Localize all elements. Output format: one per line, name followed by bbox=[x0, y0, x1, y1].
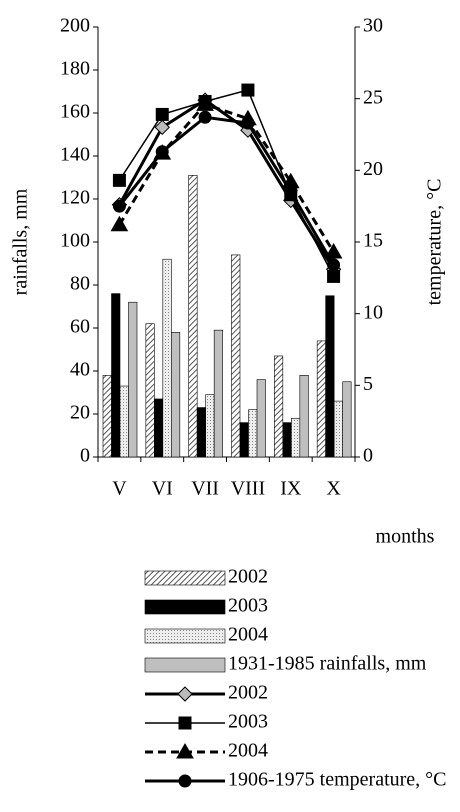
legend-marker bbox=[176, 742, 194, 759]
legend-marker bbox=[177, 686, 193, 702]
bar bbox=[316, 340, 326, 458]
bar bbox=[205, 394, 215, 458]
y-tick-label: 120 bbox=[60, 187, 90, 209]
legend-label: 2002 bbox=[228, 566, 268, 588]
line-marker bbox=[112, 173, 126, 187]
legend-swatch bbox=[144, 599, 226, 615]
line-marker bbox=[324, 243, 343, 259]
bar bbox=[154, 398, 164, 458]
line-marker bbox=[284, 185, 298, 199]
y2-tick-label: 30 bbox=[363, 15, 383, 37]
legend-label: 2002 bbox=[228, 682, 268, 704]
x-tick-label: VIII bbox=[231, 478, 265, 500]
line-marker bbox=[241, 83, 255, 97]
bar bbox=[128, 301, 138, 458]
line-marker bbox=[154, 119, 170, 136]
bar bbox=[231, 254, 241, 458]
y2-tick-label: 10 bbox=[363, 301, 383, 323]
legend-swatch bbox=[144, 657, 226, 673]
legend-label: 2004 bbox=[228, 740, 268, 762]
bar bbox=[299, 374, 309, 458]
bar bbox=[256, 379, 266, 458]
bar bbox=[333, 400, 343, 458]
x-tick-label: VI bbox=[152, 478, 173, 500]
legend-label: 2003 bbox=[228, 595, 268, 617]
y-tick-label: 100 bbox=[60, 230, 90, 252]
line-marker bbox=[112, 199, 126, 213]
bar bbox=[162, 258, 172, 458]
y-tick-label: 40 bbox=[70, 359, 90, 381]
legend-label: 2004 bbox=[228, 624, 268, 646]
y-tick-label: 20 bbox=[70, 402, 90, 424]
line bbox=[118, 102, 335, 253]
y-tick-label: 0 bbox=[80, 445, 90, 467]
y2-tick-label: 15 bbox=[363, 230, 383, 252]
y2-tick-label: 20 bbox=[363, 158, 383, 180]
legend-marker bbox=[178, 774, 192, 788]
legend-label: 2003 bbox=[228, 711, 268, 733]
legend-swatch bbox=[144, 628, 226, 644]
y2-tick-label: 0 bbox=[363, 445, 373, 467]
bar bbox=[111, 293, 121, 458]
bar bbox=[291, 417, 301, 458]
legend-label: 1931-1985 rainfalls, mm bbox=[228, 653, 427, 675]
line-marker bbox=[241, 116, 255, 130]
y-tick-label: 140 bbox=[60, 144, 90, 166]
bar bbox=[119, 385, 129, 458]
line-marker bbox=[327, 269, 341, 283]
bar bbox=[188, 175, 198, 458]
bar bbox=[325, 295, 335, 458]
bar bbox=[282, 422, 292, 458]
y-tick-label: 200 bbox=[60, 15, 90, 37]
y-axis-title: rainfalls, mm bbox=[10, 188, 32, 295]
bar bbox=[196, 407, 206, 458]
x-tick-label: IX bbox=[280, 478, 302, 500]
y-tick-label: 160 bbox=[60, 101, 90, 123]
x-tick-label: X bbox=[326, 478, 341, 500]
legend-marker bbox=[178, 716, 192, 730]
line-marker bbox=[155, 145, 169, 159]
line-marker bbox=[327, 258, 341, 272]
bar bbox=[239, 422, 249, 458]
line-marker bbox=[196, 95, 214, 111]
y-tick-label: 180 bbox=[60, 58, 90, 80]
y2-tick-label: 5 bbox=[363, 373, 373, 395]
x-tick-label: V bbox=[112, 478, 127, 500]
line bbox=[118, 98, 335, 271]
legend-label: 1906-1975 temperature, °C bbox=[228, 769, 447, 791]
bar bbox=[342, 381, 352, 458]
bar bbox=[102, 374, 112, 458]
bar bbox=[213, 329, 223, 458]
line bbox=[118, 115, 335, 266]
line-marker bbox=[155, 107, 169, 121]
y2-axis-title: temperature, °C bbox=[424, 179, 446, 306]
line-marker bbox=[110, 215, 129, 232]
bar bbox=[248, 409, 258, 458]
bar bbox=[145, 323, 155, 458]
legend-swatch bbox=[144, 570, 226, 586]
bar bbox=[274, 355, 284, 458]
y2-tick-label: 25 bbox=[363, 86, 383, 108]
y-tick-label: 60 bbox=[70, 316, 90, 338]
bar bbox=[171, 331, 181, 458]
x-axis-title: months bbox=[376, 526, 435, 548]
y-tick-label: 80 bbox=[70, 273, 90, 295]
x-tick-label: VII bbox=[191, 478, 219, 500]
line bbox=[118, 89, 335, 277]
line-marker bbox=[198, 110, 212, 124]
